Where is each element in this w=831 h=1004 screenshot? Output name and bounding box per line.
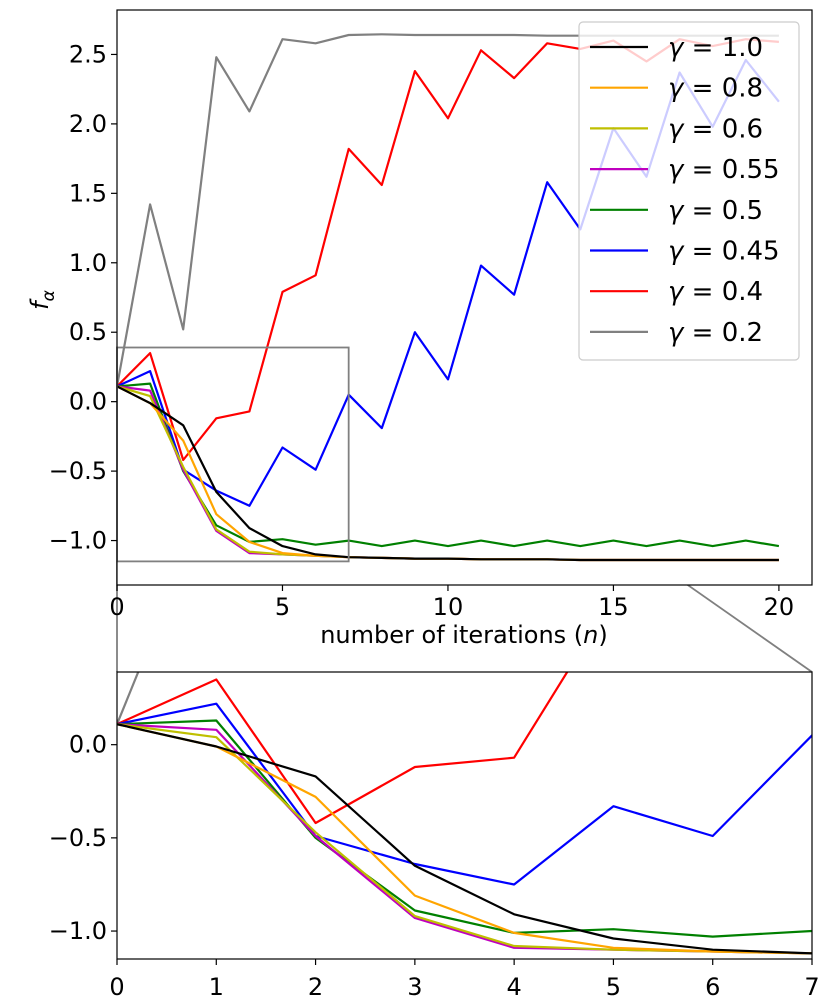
- main-series-group: [117, 33, 780, 562]
- y-tick-label: −1.0: [49, 527, 107, 555]
- x-tick-label: 7: [804, 973, 819, 1001]
- series-line: [117, 382, 780, 548]
- legend-entry-label: γ = 0.55: [668, 155, 780, 185]
- x-tick-label: 6: [705, 973, 720, 1001]
- y-tick-label: 2.0: [69, 110, 107, 138]
- y-tick-label: 1.0: [69, 249, 107, 277]
- x-tick-label: 0: [109, 973, 124, 1001]
- inset-plot: 0 1 2 3 4 5 6 7 −1.0 −0.5 0.0: [49, 671, 820, 1001]
- legend-entry-label: γ = 0.45: [668, 237, 780, 267]
- y-tick-label: 0.0: [69, 388, 107, 416]
- y-tick-label: 1.5: [69, 179, 107, 207]
- main-plot-frame: [116, 9, 813, 586]
- x-tick-label: 2: [308, 973, 323, 1001]
- inset-axis-ticks: 0 1 2 3 4 5 6 7 −1.0 −0.5 0.0: [49, 731, 820, 1001]
- y-tick-label: 2.5: [69, 40, 107, 68]
- series-line: [117, 672, 569, 825]
- x-tick-label: 10: [433, 593, 464, 621]
- inset-plot-frame: [116, 671, 813, 960]
- x-tick-label: 5: [275, 593, 290, 621]
- inset-plot-background: [117, 672, 812, 959]
- legend-entry-label: γ = 0.6: [668, 114, 763, 144]
- series-line: [117, 385, 779, 562]
- x-tick-label: 3: [407, 973, 422, 1001]
- main-axis-ticks: 0 5 10 15 20 −1.0 −0.5 0.0 0.5 1.0 1.5 2.0 2.5: [49, 40, 794, 621]
- legend-entry-label: γ = 1.0: [668, 33, 763, 63]
- legend: γ = 1.0 γ = 0.8 γ = 0.6 γ = 0.55 γ = 0.5 γ = …: [578, 21, 800, 361]
- y-tick-label: −0.5: [49, 457, 107, 485]
- x-tick-label: 20: [764, 593, 795, 621]
- x-tick-label: 4: [507, 973, 522, 1001]
- series-line: [117, 702, 812, 886]
- x-axis-label: number of iterations (n): [320, 621, 608, 649]
- main-plot: 0 5 10 15 20 −1.0 −0.5 0.0 0.5 1.0 1.5 2.0 2.5 numbe…: [26, 9, 813, 649]
- legend-entry-label: γ = 0.5: [668, 196, 763, 226]
- x-tick-label: 1: [209, 973, 224, 1001]
- y-tick-label: −0.5: [49, 824, 107, 852]
- legend-entry-label: γ = 0.8: [668, 74, 763, 104]
- y-axis-label: fα: [26, 290, 59, 310]
- y-tick-label: −1.0: [49, 917, 107, 945]
- legend-entry-label: γ = 0.2: [668, 318, 763, 348]
- series-line: [117, 723, 812, 955]
- inset-series-group: [117, 672, 812, 955]
- x-tick-label: 5: [606, 973, 621, 1001]
- y-tick-label: 0.5: [69, 318, 107, 346]
- x-tick-label: 0: [109, 593, 124, 621]
- legend-entry-label: γ = 0.4: [668, 277, 763, 307]
- x-tick-label: 15: [598, 593, 629, 621]
- legend-box: [578, 21, 800, 361]
- y-tick-label: 0.0: [69, 731, 107, 759]
